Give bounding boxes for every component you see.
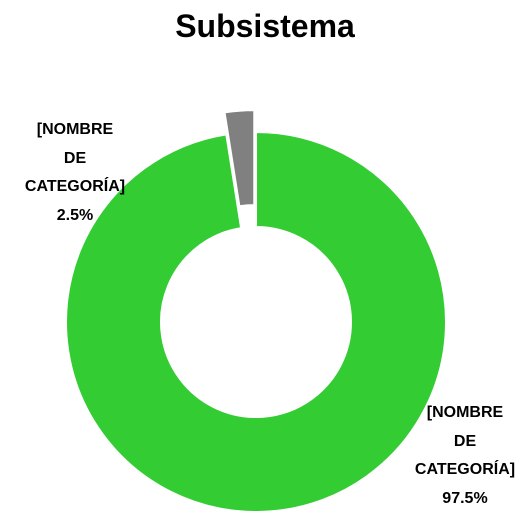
value-label: 97.5% [442,489,488,507]
category-label: [NOMBRE DE CATEGORÍA] [414,404,516,478]
slice [223,109,256,208]
data-label: [NOMBRE DE CATEGORÍA] 97.5% [415,399,515,511]
value-label: 2.5% [56,206,94,224]
category-label: [NOMBRE DE CATEGORÍA] [24,121,126,195]
data-label: [NOMBRE DE CATEGORÍA] 2.5% [25,116,125,230]
slice [65,130,447,511]
chart-title: Subsistema [175,8,355,44]
